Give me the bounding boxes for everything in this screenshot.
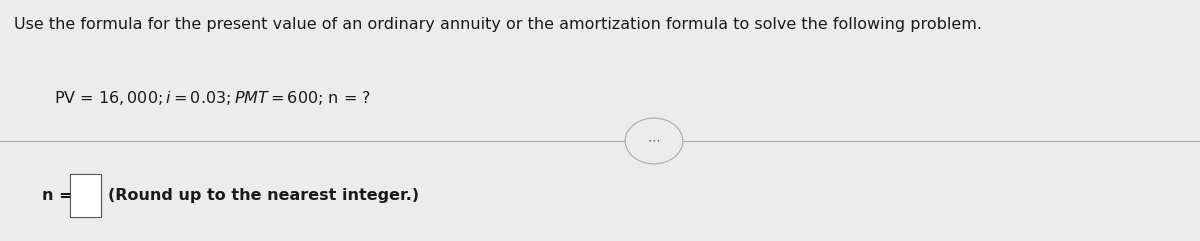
- Ellipse shape: [625, 118, 683, 164]
- Text: ⋯: ⋯: [648, 134, 660, 147]
- Text: (Round up to the nearest integer.): (Round up to the nearest integer.): [108, 188, 419, 203]
- Text: n =: n =: [42, 188, 73, 203]
- FancyBboxPatch shape: [70, 174, 101, 217]
- Text: PV = $16,000; i = 0.03; PMT = $600; n = ?: PV = $16,000; i = 0.03; PMT = $600; n = …: [54, 89, 371, 107]
- Text: Use the formula for the present value of an ordinary annuity or the amortization: Use the formula for the present value of…: [14, 17, 983, 32]
- Ellipse shape: [625, 118, 683, 164]
